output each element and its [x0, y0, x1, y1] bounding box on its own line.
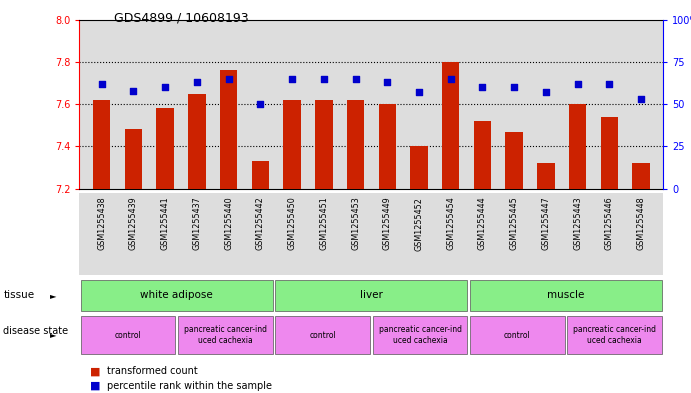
Text: GSM1255448: GSM1255448 [636, 196, 645, 250]
Text: control: control [504, 331, 531, 340]
Text: muscle: muscle [547, 290, 585, 300]
Text: ►: ► [50, 291, 56, 299]
Bar [600, 117, 618, 189]
Text: transformed count: transformed count [107, 366, 198, 376]
Text: GSM1255454: GSM1255454 [446, 196, 455, 250]
Point [160, 84, 171, 90]
Text: GSM1255452: GSM1255452 [415, 196, 424, 251]
Point [255, 101, 266, 107]
Text: GSM1255447: GSM1255447 [542, 196, 551, 250]
FancyBboxPatch shape [276, 279, 467, 311]
Bar [347, 100, 364, 189]
FancyBboxPatch shape [81, 279, 273, 311]
Text: tissue: tissue [3, 290, 35, 300]
Text: pancreatic cancer-ind
uced cachexia: pancreatic cancer-ind uced cachexia [379, 325, 462, 345]
Text: ■: ■ [90, 366, 100, 376]
Bar [506, 132, 523, 189]
Text: GSM1255446: GSM1255446 [605, 196, 614, 250]
Text: disease state: disease state [3, 326, 68, 336]
Point [191, 79, 202, 85]
Text: GSM1255440: GSM1255440 [224, 196, 233, 250]
Point [572, 81, 583, 87]
Text: control: control [310, 331, 336, 340]
Bar [188, 94, 206, 189]
Bar [252, 161, 269, 189]
Text: GSM1255449: GSM1255449 [383, 196, 392, 250]
Text: GSM1255441: GSM1255441 [160, 196, 170, 250]
Point [445, 75, 456, 82]
Text: percentile rank within the sample: percentile rank within the sample [107, 381, 272, 391]
Bar [379, 104, 396, 189]
Bar [315, 100, 332, 189]
Point [540, 89, 551, 95]
FancyBboxPatch shape [470, 316, 565, 354]
Bar [124, 129, 142, 189]
Point [350, 75, 361, 82]
Text: GSM1255437: GSM1255437 [192, 196, 201, 250]
Text: pancreatic cancer-ind
uced cachexia: pancreatic cancer-ind uced cachexia [574, 325, 656, 345]
Point [413, 89, 424, 95]
Text: GSM1255444: GSM1255444 [478, 196, 487, 250]
Text: ►: ► [50, 331, 56, 340]
Bar [569, 104, 587, 189]
Point [128, 88, 139, 94]
Text: GSM1255439: GSM1255439 [129, 196, 138, 250]
Text: GSM1255438: GSM1255438 [97, 196, 106, 250]
Bar [442, 62, 460, 189]
Point [604, 81, 615, 87]
Bar [156, 108, 174, 189]
Bar [537, 163, 555, 189]
Bar [220, 70, 237, 189]
Text: ■: ■ [90, 381, 100, 391]
Bar [474, 121, 491, 189]
Text: GDS4899 / 10608193: GDS4899 / 10608193 [114, 12, 249, 25]
Point [287, 75, 298, 82]
FancyBboxPatch shape [79, 193, 663, 275]
FancyBboxPatch shape [567, 316, 662, 354]
FancyBboxPatch shape [372, 316, 467, 354]
Point [223, 75, 234, 82]
Text: control: control [115, 331, 142, 340]
Text: liver: liver [360, 290, 383, 300]
Point [381, 79, 392, 85]
Bar [93, 100, 111, 189]
Point [636, 96, 647, 102]
Point [319, 75, 330, 82]
Bar [632, 163, 650, 189]
Text: GSM1255450: GSM1255450 [287, 196, 296, 250]
FancyBboxPatch shape [276, 316, 370, 354]
Text: GSM1255451: GSM1255451 [319, 196, 328, 250]
Point [96, 81, 107, 87]
FancyBboxPatch shape [81, 316, 176, 354]
FancyBboxPatch shape [178, 316, 273, 354]
Text: GSM1255445: GSM1255445 [510, 196, 519, 250]
Text: pancreatic cancer-ind
uced cachexia: pancreatic cancer-ind uced cachexia [184, 325, 267, 345]
Point [509, 84, 520, 90]
Text: GSM1255453: GSM1255453 [351, 196, 360, 250]
Bar [283, 100, 301, 189]
Text: GSM1255443: GSM1255443 [573, 196, 583, 250]
Text: GSM1255442: GSM1255442 [256, 196, 265, 250]
Point [477, 84, 488, 90]
FancyBboxPatch shape [470, 279, 662, 311]
Bar [410, 146, 428, 189]
Text: white adipose: white adipose [140, 290, 213, 300]
